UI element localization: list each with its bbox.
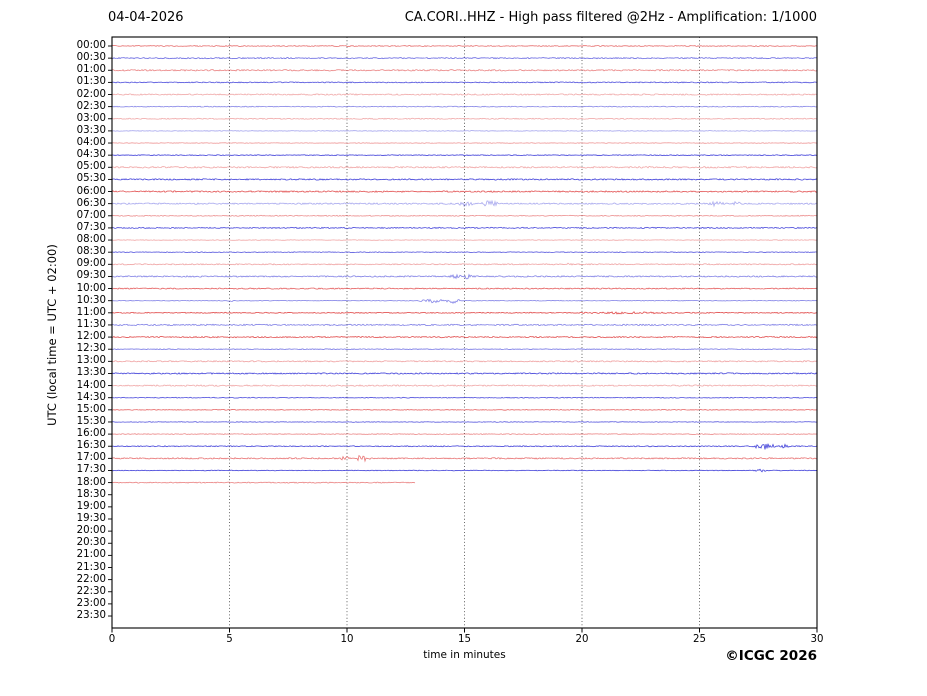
y-tick-label-1200: 12:00 bbox=[76, 331, 106, 343]
y-tick-label-0500: 05:00 bbox=[76, 161, 106, 173]
trace-0930 bbox=[111, 273, 817, 280]
y-tick-label-2300: 23:00 bbox=[76, 597, 106, 609]
y-tick-label-0200: 02:00 bbox=[76, 88, 106, 100]
y-tick-label-1730: 17:30 bbox=[76, 464, 106, 476]
trace-1030 bbox=[111, 298, 818, 305]
trace-1430 bbox=[111, 396, 818, 399]
y-tick-label-2100: 21:00 bbox=[76, 549, 106, 561]
trace-0200 bbox=[111, 93, 818, 96]
trace-1600 bbox=[111, 433, 818, 435]
trace-0000 bbox=[111, 45, 818, 47]
y-tick-label-0600: 06:00 bbox=[76, 185, 106, 197]
y-tick-label-0000: 00:00 bbox=[76, 40, 106, 51]
y-tick-label-2200: 22:00 bbox=[76, 573, 106, 585]
trace-0600 bbox=[111, 190, 818, 193]
plot-title: CA.CORI..HHZ - High pass filtered @2Hz -… bbox=[404, 10, 817, 25]
y-tick-label-0730: 07:30 bbox=[76, 221, 106, 233]
y-tick-label-0400: 04:00 bbox=[76, 137, 106, 149]
trace-0830 bbox=[111, 251, 818, 254]
trace-1130 bbox=[111, 323, 818, 327]
trace-0300 bbox=[111, 117, 818, 120]
y-tick-label-2230: 22:30 bbox=[76, 585, 106, 597]
y-tick-label-1030: 10:30 bbox=[76, 294, 106, 306]
trace-1530 bbox=[111, 421, 818, 423]
trace-0100 bbox=[111, 69, 818, 72]
y-tick-label-0900: 09:00 bbox=[76, 258, 106, 270]
y-tick-label-1400: 14:00 bbox=[76, 379, 106, 391]
y-tick-label-1230: 12:30 bbox=[76, 343, 106, 355]
y-tick-label-1000: 10:00 bbox=[76, 282, 106, 294]
y-tick-label-0330: 03:30 bbox=[76, 124, 106, 136]
trace-1630 bbox=[111, 443, 818, 450]
y-tick-label-1530: 15:30 bbox=[76, 415, 106, 427]
trace-1200 bbox=[111, 335, 818, 339]
y-tick-label-2330: 23:30 bbox=[76, 610, 106, 622]
x-tick-label-0: 0 bbox=[108, 634, 116, 645]
trace-0530 bbox=[111, 178, 818, 181]
y-tick-label-1630: 16:30 bbox=[76, 440, 106, 452]
y-tick-label-2000: 20:00 bbox=[76, 525, 106, 537]
y-tick-label-0430: 04:30 bbox=[76, 149, 106, 161]
trace-1700 bbox=[111, 454, 818, 463]
copyright-label: ©ICGC 2026 bbox=[725, 648, 817, 664]
trace-1500 bbox=[111, 408, 818, 411]
y-tick-label-2130: 21:30 bbox=[76, 561, 106, 573]
trace-0800 bbox=[111, 239, 818, 241]
y-tick-label-0700: 07:00 bbox=[76, 209, 106, 221]
y-tick-label-0630: 06:30 bbox=[76, 197, 106, 209]
y-tick-label-0530: 05:30 bbox=[76, 173, 106, 185]
x-tick-label-15: 15 bbox=[458, 634, 471, 645]
x-axis-label: time in minutes bbox=[423, 649, 506, 661]
x-tick-label-10: 10 bbox=[340, 634, 354, 645]
y-tick-label-0300: 03:00 bbox=[76, 112, 106, 124]
trace-0400 bbox=[111, 142, 818, 144]
x-tick-label-20: 20 bbox=[575, 634, 589, 645]
y-tick-label-1430: 14:30 bbox=[76, 391, 106, 403]
trace-0430 bbox=[111, 154, 818, 157]
y-tick-label-1700: 17:00 bbox=[76, 452, 106, 464]
x-tick-label-30: 30 bbox=[810, 634, 824, 645]
trace-0230 bbox=[111, 105, 818, 108]
trace-0330 bbox=[112, 130, 818, 132]
trace-0700 bbox=[111, 214, 818, 217]
trace-1300 bbox=[111, 360, 818, 363]
y-tick-label-1600: 16:00 bbox=[76, 428, 106, 440]
trace-0130 bbox=[111, 81, 818, 84]
y-tick-label-0030: 00:30 bbox=[76, 52, 106, 64]
trace-0630 bbox=[111, 199, 818, 208]
y-tick-label-1100: 11:00 bbox=[76, 306, 106, 318]
y-tick-label-1130: 11:30 bbox=[76, 318, 106, 330]
y-tick-label-0100: 01:00 bbox=[76, 64, 106, 76]
trace-1100 bbox=[111, 311, 818, 315]
y-tick-label-0800: 08:00 bbox=[76, 234, 106, 246]
y-tick-label-1900: 19:00 bbox=[76, 500, 106, 512]
date-label: 04-04-2026 bbox=[108, 10, 184, 25]
trace-1730 bbox=[111, 468, 818, 473]
trace-1230 bbox=[111, 348, 818, 351]
trace-1000 bbox=[111, 287, 818, 290]
y-tick-label-1330: 13:30 bbox=[76, 367, 106, 379]
trace-1400 bbox=[111, 384, 818, 387]
trace-0500 bbox=[111, 165, 818, 169]
trace-0030 bbox=[111, 57, 818, 60]
y-tick-label-0130: 01:30 bbox=[76, 76, 106, 88]
y-tick-label-1500: 15:00 bbox=[76, 403, 106, 415]
trace-0900 bbox=[111, 262, 818, 266]
y-tick-label-0930: 09:30 bbox=[76, 270, 106, 282]
y-tick-label-1800: 18:00 bbox=[76, 476, 106, 488]
y-tick-label-0830: 08:30 bbox=[76, 246, 106, 258]
trace-0730 bbox=[111, 226, 818, 230]
y-tick-label-1930: 19:30 bbox=[76, 512, 106, 524]
x-tick-label-25: 25 bbox=[693, 634, 706, 645]
y-tick-label-1300: 13:00 bbox=[76, 355, 106, 367]
trace-1800 bbox=[111, 481, 416, 484]
x-tick-label-5: 5 bbox=[226, 634, 233, 645]
y-tick-label-0230: 02:30 bbox=[76, 100, 106, 112]
y-tick-label-1830: 18:30 bbox=[76, 488, 106, 500]
y-tick-label-2030: 20:30 bbox=[76, 537, 106, 549]
trace-1330 bbox=[111, 372, 818, 375]
